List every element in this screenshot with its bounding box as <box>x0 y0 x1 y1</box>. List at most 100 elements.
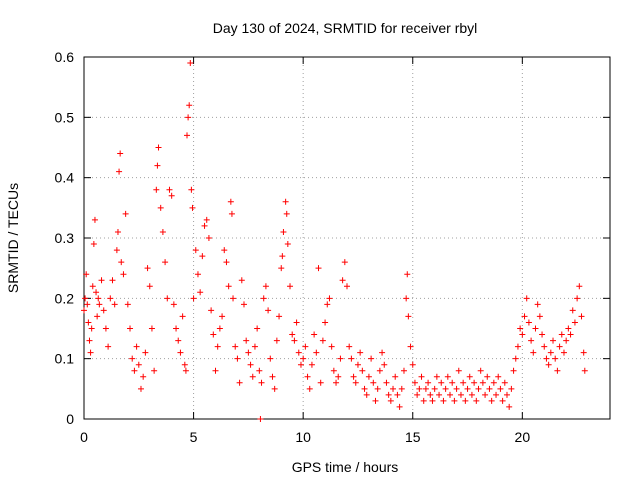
data-point <box>83 271 90 278</box>
data-point <box>569 307 576 314</box>
data-point <box>324 301 331 308</box>
data-point <box>490 379 497 386</box>
data-point <box>280 228 287 235</box>
data-point <box>273 337 280 344</box>
data-point <box>379 349 386 356</box>
data-point <box>93 289 100 296</box>
data-point <box>558 331 565 338</box>
data-point <box>396 403 403 410</box>
data-point <box>162 259 169 266</box>
data-point <box>536 313 543 320</box>
data-point <box>497 385 504 392</box>
data-point <box>308 361 315 368</box>
data-point <box>311 331 318 338</box>
data-point <box>315 265 322 272</box>
data-point <box>170 301 177 308</box>
data-point <box>232 343 239 350</box>
y-tick-label: 0.1 <box>55 351 75 367</box>
data-point <box>151 367 158 374</box>
data-point <box>173 325 180 332</box>
data-point <box>109 277 116 284</box>
data-point <box>462 397 469 404</box>
data-point <box>464 385 471 392</box>
data-point <box>341 259 348 266</box>
grid-lines <box>84 57 610 419</box>
data-point <box>404 271 411 278</box>
data-point <box>223 259 230 266</box>
data-point <box>394 391 401 398</box>
data-point <box>154 162 161 169</box>
data-point <box>111 301 118 308</box>
data-point <box>385 391 392 398</box>
data-point <box>168 192 175 199</box>
data-point <box>407 343 414 350</box>
data-point <box>363 391 370 398</box>
y-tick-label: 0 <box>66 411 74 427</box>
data-point <box>368 355 375 362</box>
data-point <box>541 343 548 350</box>
data-point <box>282 198 289 205</box>
data-point <box>221 247 228 254</box>
data-point <box>372 397 379 404</box>
chart-title: Day 130 of 2024, SRMTID for receiver rby… <box>213 20 478 36</box>
data-point <box>137 385 144 392</box>
data-point <box>392 373 399 380</box>
data-point <box>228 210 235 217</box>
data-point <box>251 343 258 350</box>
data-point <box>201 222 208 229</box>
data-point <box>571 319 578 326</box>
data-point <box>383 379 390 386</box>
data-point <box>302 343 309 350</box>
data-point <box>519 331 526 338</box>
data-point <box>381 361 388 368</box>
data-point <box>289 331 296 338</box>
data-point <box>271 385 278 392</box>
data-point <box>409 361 416 368</box>
data-point <box>94 313 101 320</box>
data-point <box>425 379 432 386</box>
data-point <box>214 343 221 350</box>
data-point <box>422 385 429 392</box>
data-point <box>203 216 210 223</box>
data-point <box>346 343 353 350</box>
data-point <box>177 349 184 356</box>
data-point <box>146 283 153 290</box>
data-point <box>477 367 484 374</box>
data-point <box>578 313 585 320</box>
data-point <box>107 295 114 302</box>
data-point <box>436 391 443 398</box>
data-point <box>506 403 513 410</box>
data-point <box>234 355 241 362</box>
data-point <box>574 295 581 302</box>
data-point <box>236 379 243 386</box>
data-point <box>357 349 364 356</box>
data-point <box>188 186 195 193</box>
data-point <box>148 325 155 332</box>
data-point <box>431 385 438 392</box>
data-point <box>262 283 269 290</box>
data-point <box>190 295 197 302</box>
data-point <box>185 114 192 121</box>
data-point <box>545 361 552 368</box>
data-point <box>442 385 449 392</box>
axis-ticks: 0 0.1 0.2 0.3 0.4 0.5 0.6 0 5 10 15 20 <box>55 49 610 445</box>
data-point <box>287 283 294 290</box>
data-point <box>249 373 256 380</box>
y-tick-label: 0.2 <box>55 290 75 306</box>
data-point <box>212 367 219 374</box>
data-point <box>350 373 357 380</box>
data-point <box>447 391 454 398</box>
data-point <box>333 379 340 386</box>
data-point <box>105 343 112 350</box>
data-point <box>523 295 530 302</box>
y-tick-label: 0.3 <box>55 230 75 246</box>
data-point <box>187 60 194 67</box>
data-point <box>243 337 250 344</box>
data-point <box>420 397 427 404</box>
data-point <box>129 355 136 362</box>
data-point <box>117 150 124 157</box>
data-point <box>525 319 532 326</box>
data-point <box>361 385 368 392</box>
data-point <box>390 385 397 392</box>
data-point <box>186 102 193 109</box>
